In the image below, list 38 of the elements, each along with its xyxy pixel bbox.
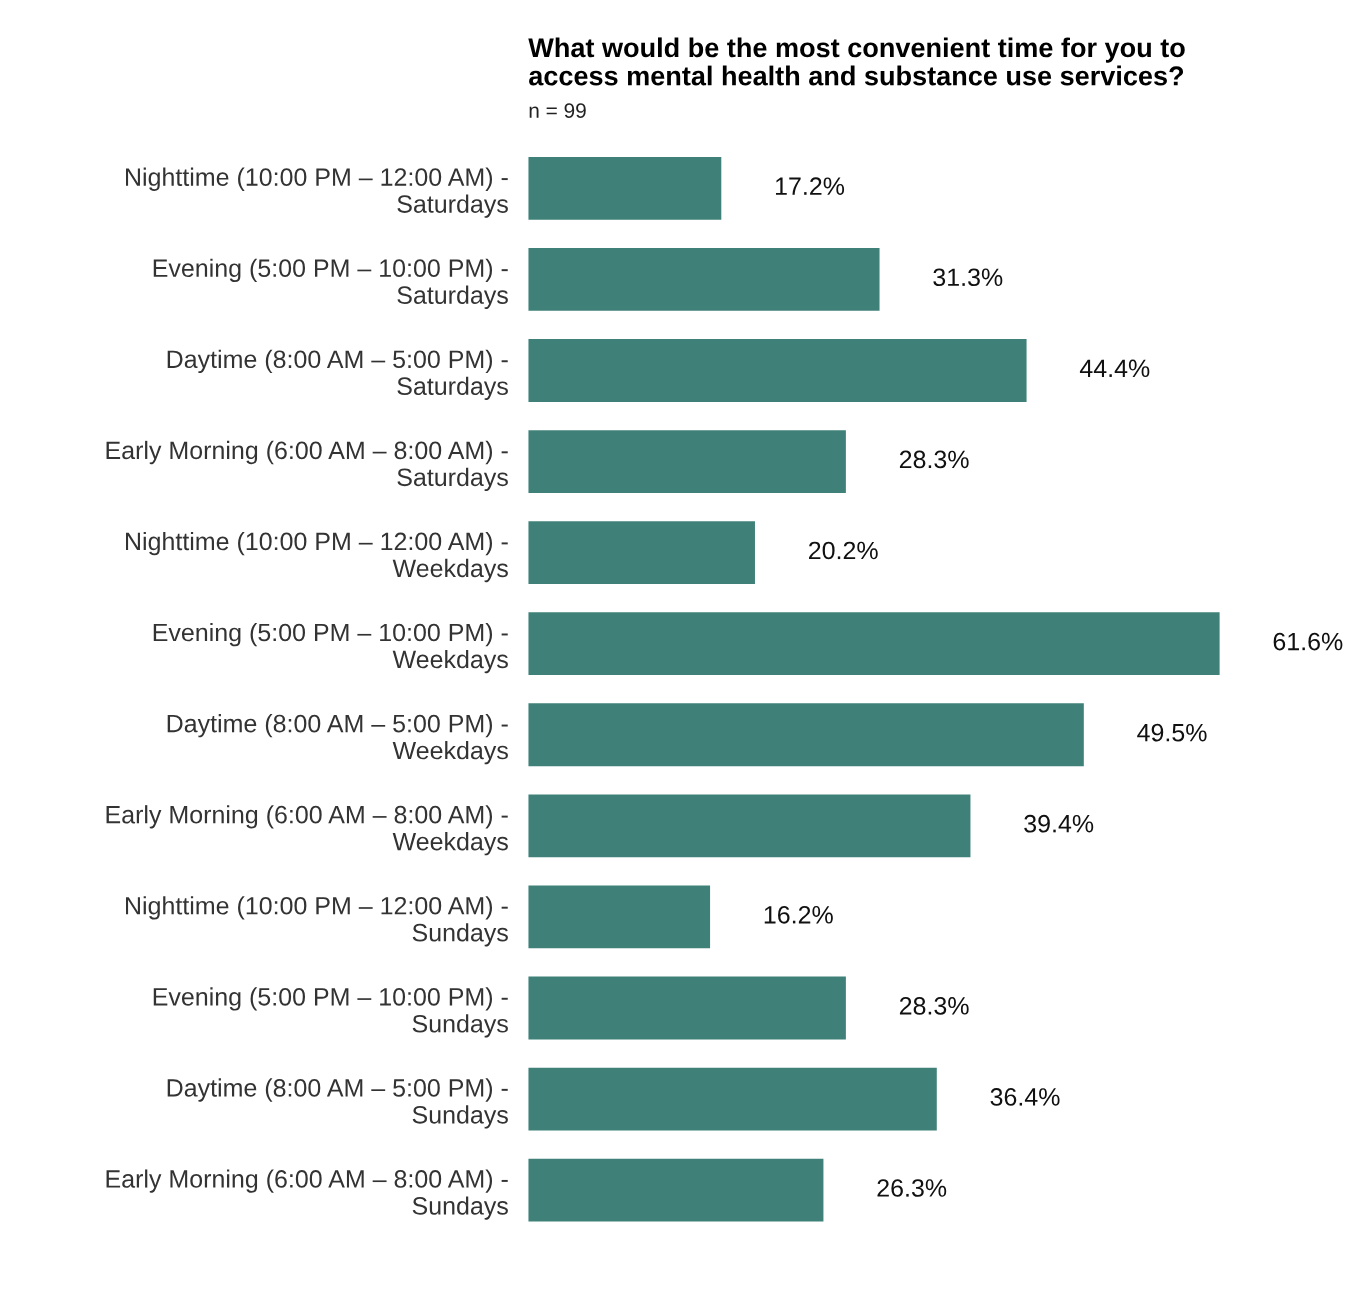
data-label: 61.6% — [1273, 632, 1343, 651]
data-label: 31.3% — [933, 268, 1003, 287]
bar — [528, 339, 1027, 402]
bar — [528, 612, 1220, 676]
data-label: 36.4% — [990, 1088, 1060, 1106]
bar — [528, 976, 846, 1040]
data-label: 39.4% — [1024, 814, 1094, 833]
y-tick-label: Nighttime (10:00 PM – 12:00 AM) - Sundays — [126, 896, 508, 947]
chart-subtitle: n = 99 — [529, 103, 586, 118]
bar — [528, 521, 755, 585]
data-label: 16.2% — [764, 905, 833, 924]
bar — [528, 703, 1084, 767]
bar — [528, 430, 846, 493]
data-label: 49.5% — [1137, 723, 1207, 742]
bar — [528, 247, 880, 311]
data-label: 26.3% — [877, 1179, 947, 1197]
y-tick-label: Daytime (8:00 AM – 5:00 PM) - Weekdays — [167, 714, 508, 765]
data-label: 44.4% — [1079, 359, 1150, 378]
data-label: 28.3% — [899, 450, 969, 469]
y-tick-label: Nighttime (10:00 PM – 12:00 AM) - Weekdays — [126, 531, 508, 583]
bar — [528, 1067, 937, 1131]
data-label: 20.2% — [809, 541, 878, 560]
y-tick-label: Early Morning (6:00 AM – 8:00 AM) - Saturdays — [106, 440, 508, 492]
bar — [528, 885, 711, 949]
data-label: 17.2% — [775, 177, 845, 195]
y-tick-label: Evening (5:00 PM – 10:00 PM) - Saturdays — [153, 258, 508, 309]
y-tick-label: Evening (5:00 PM – 10:00 PM) - Sundays — [153, 987, 508, 1038]
y-tick-label: Early Morning (6:00 AM – 8:00 AM) - Sundays — [106, 1169, 508, 1220]
y-tick-label: Evening (5:00 PM – 10:00 PM) - Weekdays — [153, 622, 508, 674]
bar — [528, 156, 722, 220]
y-tick-label: Nighttime (10:00 PM – 12:00 AM) - Saturdays — [126, 167, 508, 218]
bar — [528, 794, 971, 858]
y-tick-label: Daytime (8:00 AM – 5:00 PM) - Saturdays — [167, 349, 508, 400]
y-tick-label: Daytime (8:00 AM – 5:00 PM) - Sundays — [167, 1078, 508, 1129]
bar — [528, 1158, 824, 1222]
chart-title: What would be the most convenient time for you to access mental health and substance use services? — [528, 37, 1185, 86]
y-tick-label: Early Morning (6:00 AM – 8:00 AM) - Weekdays — [106, 805, 508, 856]
data-label: 28.3% — [899, 997, 969, 1015]
